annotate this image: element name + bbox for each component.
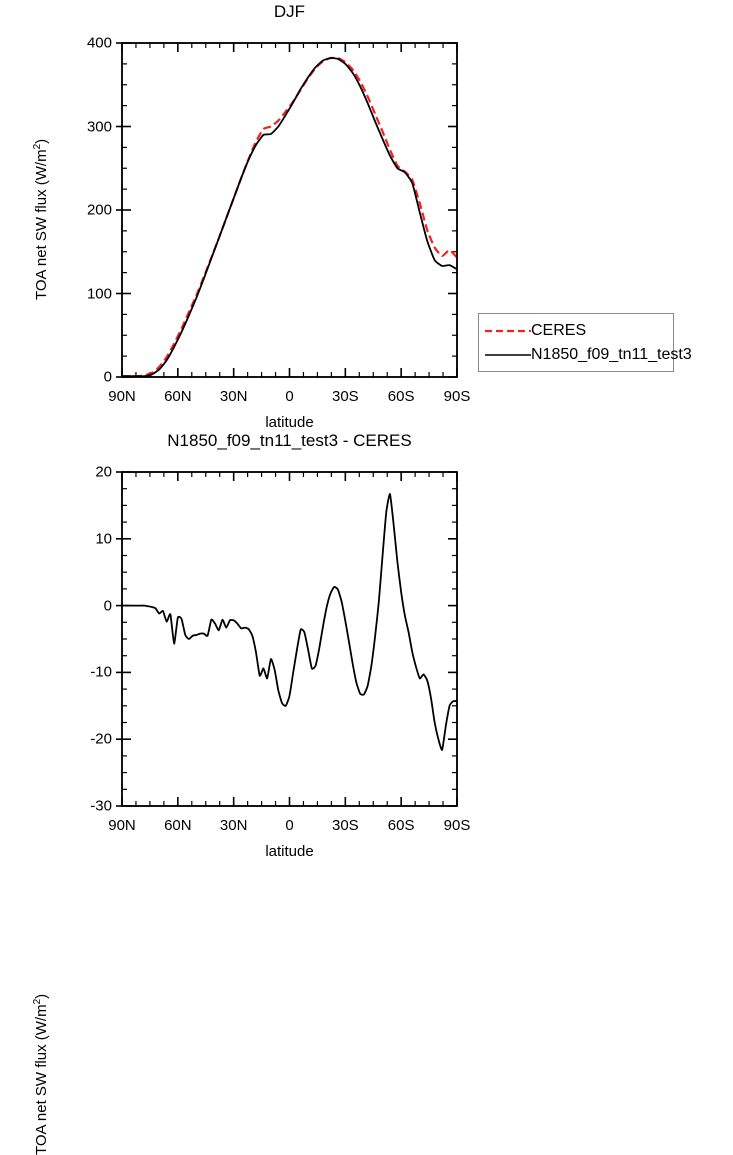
legend-swatch-ceres [485,325,531,337]
bottom-panel-y-axis-label: TOA net SW flux (W/m2) [32,994,50,1155]
top-panel-x-axis-label: latitude [265,414,314,431]
y-tick-label: 400 [86,34,112,52]
y-tick-label: 20 [95,463,112,481]
x-tick-label: 30S [331,388,359,405]
top-panel-plot [116,42,458,378]
y-tick-label: 200 [86,201,112,219]
y-tick-label: 0 [103,597,112,615]
x-tick-label: 60S [387,388,415,405]
x-tick-label: 30N [219,817,248,834]
bottom-panel-title: N1850_f09_tn11_test3 - CERES [167,431,412,450]
top-panel: DJF TOA net SW flux (W/m2) latitude CERE… [0,0,733,431]
y-tick-label: 300 [86,118,112,135]
x-tick-label: 0 [285,388,294,405]
series-line [121,493,458,751]
legend-label-model: N1850_f09_tn11_test3 [531,346,692,363]
legend: CERES N1850_f09_tn11_test3 [478,313,692,372]
bottom-panel-x-axis-label: latitude [265,843,314,860]
x-tick-label: 90S [443,388,471,405]
legend-label-ceres: CERES [531,322,587,339]
top-panel-title: DJF [273,2,306,21]
x-tick-label: 30N [219,388,248,405]
bottom-panel: N1850_f09_tn11_test3 - CERES TOA net SW … [0,425,733,1155]
x-tick-label: 90N [108,388,136,405]
x-tick-label: 60S [387,817,415,834]
series-line [122,56,458,378]
top-ylabel-text: TOA net SW flux (W/m2) [32,138,50,300]
x-tick-label: 30S [331,817,359,834]
bottom-ylabel-text: TOA net SW flux (W/m2) [32,993,50,1155]
series-line [122,57,458,378]
y-tick-label: -20 [90,730,112,748]
y-tick-label: 0 [103,368,112,386]
y-tick-label: -10 [90,663,112,681]
legend-entry-model[interactable]: N1850_f09_tn11_test3 [485,344,692,366]
y-tick-label: -30 [90,797,112,815]
x-tick-label: 90S [443,817,471,834]
x-tick-label: 60N [164,388,192,405]
legend-entry-ceres[interactable]: CERES [485,320,586,342]
x-tick-label: 60N [164,817,192,834]
bottom-panel-plot [116,471,458,807]
y-tick-label: 100 [86,285,112,302]
top-panel-y-axis-label: TOA net SW flux (W/m2) [32,139,50,300]
x-tick-label: 90N [108,817,136,834]
y-tick-label: 10 [95,530,112,548]
legend-swatch-model [485,349,531,361]
x-tick-label: 0 [285,817,294,834]
